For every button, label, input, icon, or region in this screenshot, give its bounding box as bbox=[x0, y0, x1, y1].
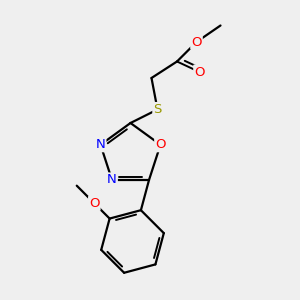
Text: O: O bbox=[191, 35, 202, 49]
Text: N: N bbox=[107, 173, 117, 187]
Text: S: S bbox=[153, 103, 162, 116]
Text: O: O bbox=[194, 65, 205, 79]
Text: O: O bbox=[155, 138, 166, 151]
Text: O: O bbox=[89, 197, 100, 210]
Text: N: N bbox=[96, 138, 105, 151]
